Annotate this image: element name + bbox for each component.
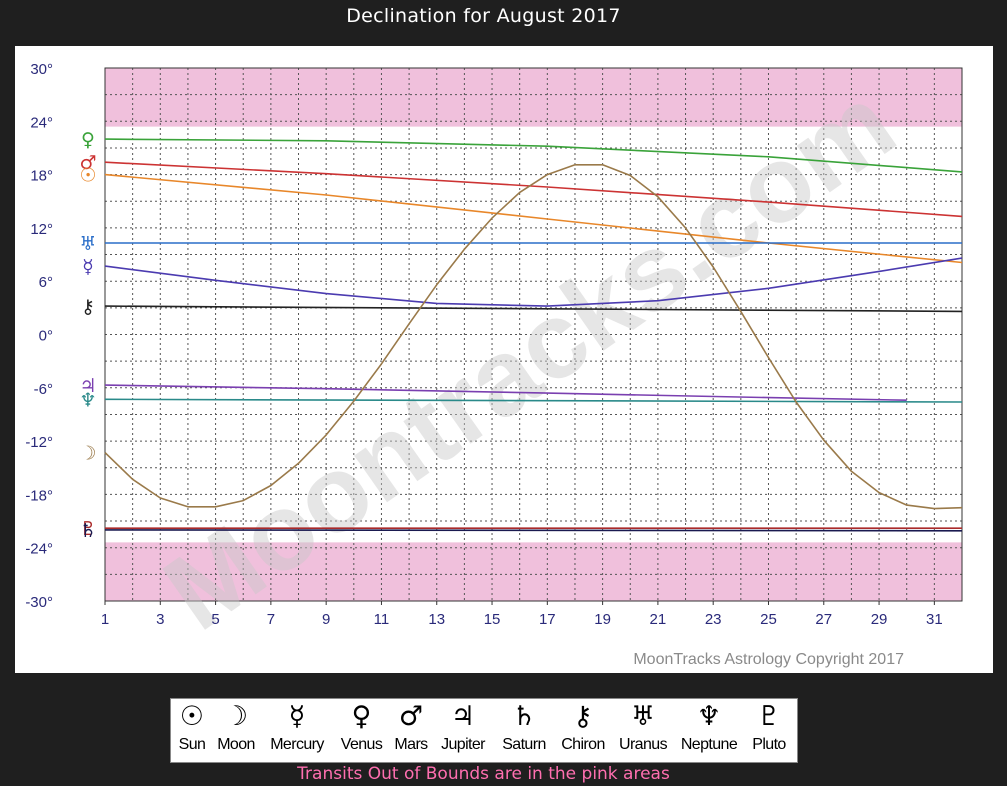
y-tick-label: -12° (25, 434, 53, 451)
x-tick-label: 25 (760, 611, 777, 628)
series-glyph-moon: ☽ (79, 443, 96, 465)
mars-icon: ♂ (398, 701, 424, 732)
series-glyph-mars: ♂ (79, 152, 96, 174)
series-line-moon (104, 164, 963, 510)
legend-label: Pluto (752, 736, 786, 753)
y-tick-label: 12° (30, 221, 53, 238)
y-tick-label: -30° (25, 594, 53, 611)
legend-label: Neptune (680, 736, 738, 753)
x-tick-label: 19 (594, 611, 611, 628)
y-tick-label: -18° (25, 487, 53, 504)
chiron-icon: ⚷ (573, 701, 593, 732)
declination-chart: Moontracks.com30°24°18°12°6°0°-6°-12°-18… (25, 61, 963, 668)
series-line-mars (104, 161, 963, 218)
series-line-jupiter (104, 384, 907, 401)
legend-label: Mercury (270, 736, 324, 753)
y-tick-label: 24° (30, 114, 53, 131)
series-glyph-saturn: ♄ (79, 520, 96, 542)
pluto-icon: ♇ (756, 701, 782, 732)
series-line-chiron (104, 305, 963, 313)
x-tick-label: 29 (871, 611, 888, 628)
legend-label: Saturn (502, 736, 546, 753)
series-glyph-chiron: ⚷ (81, 296, 95, 318)
legend-item-neptune: ♆ Neptune (674, 699, 744, 762)
legend-item-saturn: ♄ Saturn (494, 699, 554, 762)
series-glyph-sun: ☉ (79, 165, 96, 187)
series-line-venus (104, 138, 963, 173)
page-title: Declination for August 2017 (346, 5, 621, 27)
series-line-sun (104, 173, 963, 264)
x-tick-label: 1 (101, 611, 109, 628)
out-of-bounds-note: Transits Out of Bounds are in the pink a… (297, 764, 670, 784)
legend-label: Chiron (561, 736, 605, 753)
series-glyph-neptune: ♆ (79, 389, 96, 411)
series-glyph-jupiter: ♃ (79, 375, 96, 397)
x-tick-label: 5 (211, 611, 219, 628)
x-tick-label: 11 (374, 611, 390, 628)
legend-item-mars: ♂ Mars (390, 699, 432, 762)
y-tick-label: 18° (30, 168, 53, 185)
legend-item-chiron: ⚷ Chiron (554, 699, 612, 762)
series-line-neptune (104, 398, 963, 403)
sun-icon: ☉ (179, 701, 205, 732)
chart-panel: Moontracks.com 30° 24° 18° 12° 6° 0° -6° -12° -18… (15, 46, 993, 673)
planet-legend: ☉ Sun ☽ Moon ☿ Mercury ♀ Venus ♂ Mars ♃ Jupiter ♄ Sat… (170, 698, 798, 763)
x-tick-label: 3 (156, 611, 164, 628)
legend-label: Mars (394, 736, 428, 753)
x-tick-label: 7 (267, 611, 275, 628)
series-glyph-uranus: ♅ (79, 233, 96, 255)
legend-label: Moon (217, 736, 255, 753)
y-tick-label: 30° (30, 61, 53, 78)
x-tick-label: 17 (539, 611, 556, 628)
legend-item-venus: ♀ Venus (333, 699, 390, 762)
x-tick-label: 27 (815, 611, 832, 628)
plot-area (105, 68, 962, 601)
x-tick-label: 21 (650, 611, 667, 628)
x-tick-label: 31 (926, 611, 943, 628)
legend-label: Venus (340, 736, 383, 753)
oob-band-upper (105, 68, 962, 127)
series-glyph-venus: ♀ (81, 129, 95, 151)
x-tick-label: 15 (484, 611, 501, 628)
oob-band-lower (105, 542, 962, 601)
venus-icon: ♀ (351, 701, 372, 732)
jupiter-icon: ♃ (450, 701, 476, 732)
y-tick-label: 6° (39, 274, 53, 291)
y-tick-label: 0° (39, 328, 53, 345)
legend-item-sun: ☉ Sun (173, 699, 211, 762)
y-tick-label: -6° (34, 381, 53, 398)
legend-item-pluto: ♇ Pluto (744, 699, 794, 762)
copyright-text: MoonTracks Astrology Copyright 2017 (633, 651, 904, 668)
series-glyph-pluto: ♇ (79, 518, 96, 540)
mercury-icon: ☿ (288, 701, 306, 732)
x-tick-label: 13 (428, 611, 445, 628)
legend-item-moon: ☽ Moon (211, 699, 261, 762)
x-tick-label: 9 (322, 611, 330, 628)
legend-item-uranus: ♅ Uranus (612, 699, 674, 762)
series-line-saturn (104, 529, 963, 532)
legend-label: Sun (178, 736, 206, 753)
series-line-mercury (104, 257, 963, 307)
legend-label: Uranus (619, 736, 668, 753)
neptune-icon: ♆ (696, 701, 722, 732)
moon-icon: ☽ (223, 701, 249, 732)
y-tick-label: -24° (25, 541, 53, 558)
plot-frame (104, 67, 963, 602)
legend-item-jupiter: ♃ Jupiter (432, 699, 494, 762)
x-tick-label: 23 (705, 611, 722, 628)
saturn-icon: ♄ (511, 701, 537, 732)
legend-label: Jupiter (441, 736, 485, 753)
legend-item-mercury: ☿ Mercury (261, 699, 333, 762)
series-glyph-mercury: ☿ (82, 256, 94, 278)
uranus-icon: ♅ (630, 701, 656, 732)
